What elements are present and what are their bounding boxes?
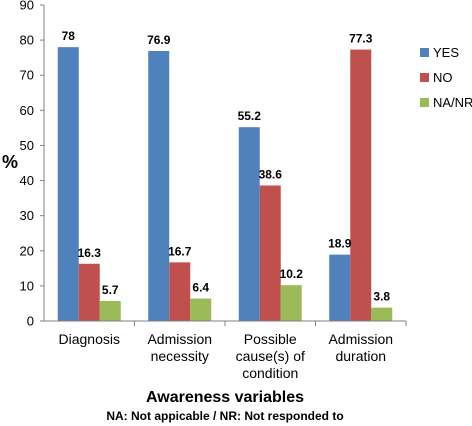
legend-label: NA/NR — [433, 95, 472, 110]
x-category-label: Possible cause(s) of condition — [236, 331, 305, 381]
data-label: 3.8 — [373, 290, 390, 304]
y-tick-label: 10 — [20, 278, 34, 293]
data-label: 77.3 — [349, 32, 373, 46]
x-category-label: Admission duration — [328, 331, 393, 364]
x-axis-title: Awareness variables — [146, 389, 304, 406]
y-tick-label: 40 — [20, 173, 34, 188]
bar-yes — [329, 254, 351, 321]
bar-no — [259, 185, 281, 321]
y-tick-label: 30 — [20, 208, 34, 223]
bar-no — [350, 49, 372, 321]
bar-na-nr — [99, 300, 121, 321]
y-tick-label: 70 — [20, 68, 34, 83]
data-label: 6.4 — [192, 281, 209, 295]
legend-swatch — [420, 48, 429, 57]
bar-na-nr — [190, 298, 212, 321]
y-tick-label: 50 — [20, 138, 34, 153]
x-axis-categories: Diagnosis Admission necessity Possible cause… — [59, 321, 407, 381]
y-tick-label: 20 — [20, 243, 34, 258]
bar-yes — [238, 127, 260, 321]
data-label: 76.9 — [147, 33, 171, 47]
bar-yes — [57, 47, 79, 322]
legend-label: YES — [433, 45, 459, 60]
data-label: 78 — [62, 29, 76, 43]
data-label: 18.9 — [328, 237, 352, 251]
bar-no — [78, 263, 100, 321]
x-category-label: Diagnosis — [59, 331, 120, 347]
bar-na-nr — [371, 307, 393, 321]
y-tick-label: 0 — [27, 314, 34, 329]
bar-no — [169, 262, 191, 321]
legend-swatch — [420, 98, 429, 107]
bar-yes — [148, 50, 170, 322]
y-axis-title: % — [2, 152, 18, 172]
legend: YES NO NA/NR — [420, 45, 472, 110]
legend-swatch — [420, 73, 429, 82]
data-label: 5.7 — [102, 283, 119, 297]
data-label: 38.6 — [259, 167, 283, 181]
data-label: 10.2 — [280, 267, 304, 281]
y-tick-label: 80 — [20, 33, 34, 48]
data-label: 55.2 — [238, 109, 262, 123]
y-axis-ticks: 0 10 20 30 40 50 60 70 80 90 — [20, 0, 44, 329]
chart-footnote: NA: Not appicable / NR: Not responded to — [106, 409, 343, 423]
y-tick-label: 90 — [20, 0, 34, 13]
legend-label: NO — [433, 70, 453, 85]
data-label: 16.3 — [78, 246, 102, 260]
x-category-label: Admission necessity — [147, 331, 212, 364]
data-labels: 78 16.3 5.7 76.9 16.7 6.4 55.2 38.6 10.2 18.9 77.3… — [62, 29, 391, 304]
data-label: 16.7 — [168, 244, 192, 258]
bar-na-nr — [280, 285, 302, 321]
y-tick-label: 60 — [20, 103, 34, 118]
bars — [57, 47, 393, 322]
